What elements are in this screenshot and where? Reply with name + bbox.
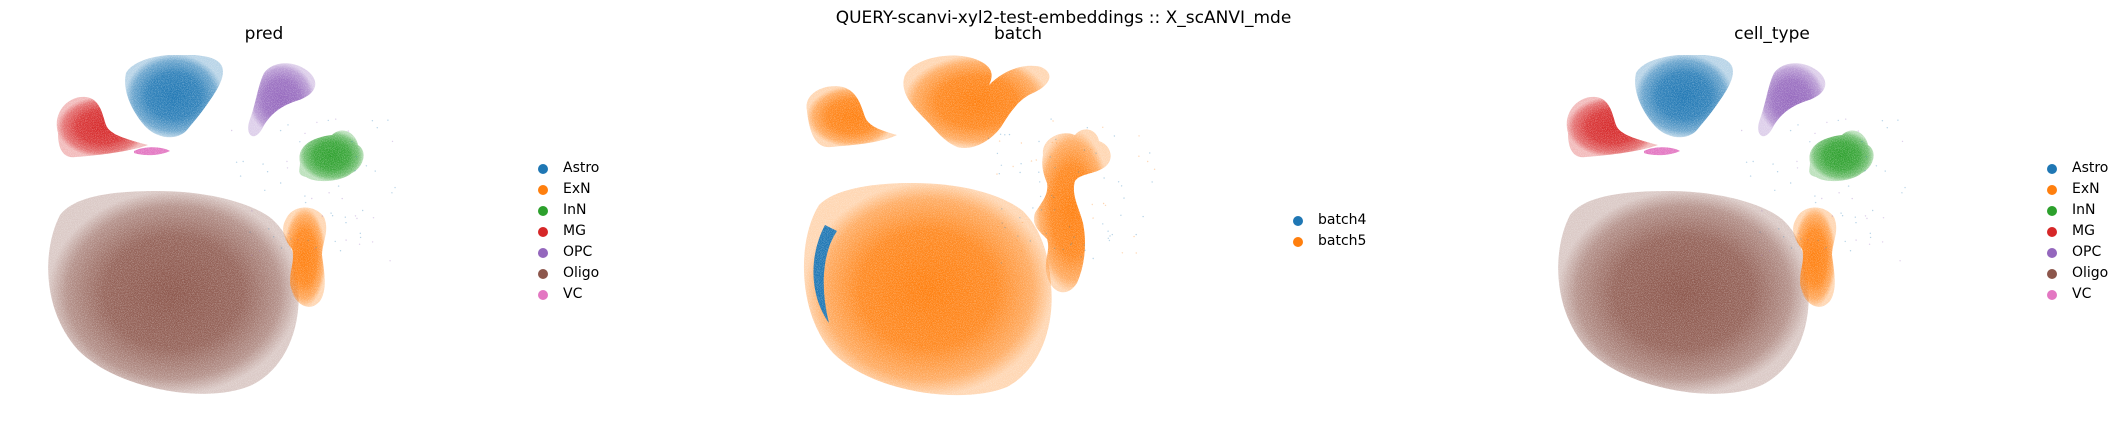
legend-label: batch5 [1318, 233, 1367, 249]
legend-label: Astro [2072, 160, 2109, 176]
legend-item: batch4 [1293, 210, 1366, 231]
legend-label: ExN [2072, 181, 2100, 197]
legend-item: Astro [2047, 158, 2108, 179]
legend-marker [2047, 226, 2057, 237]
legend-marker [538, 226, 548, 237]
legend-marker [2047, 289, 2057, 300]
legend-item: VC [2047, 284, 2108, 305]
scatter-plot-batch [785, 55, 1275, 405]
legend-marker [2047, 205, 2057, 216]
legend-label: batch4 [1318, 212, 1367, 228]
legend-label: OPC [2072, 244, 2102, 260]
legend-marker [538, 268, 548, 279]
legend-item: VC [538, 284, 599, 305]
legend-label: Oligo [2072, 265, 2109, 281]
legend-label: VC [2072, 286, 2092, 302]
legend-item: MG [2047, 221, 2108, 242]
point-density-texture [30, 55, 520, 405]
legend-marker [2047, 247, 2057, 258]
legend-label: MG [2072, 223, 2095, 239]
legend-item: ExN [538, 179, 599, 200]
legend-item: Oligo [2047, 263, 2108, 284]
legend-marker [538, 163, 548, 174]
panel-title-cell-type: cell_type [1734, 24, 1810, 44]
figure-suptitle: QUERY-scanvi-xyl2-test-embeddings :: X_s… [835, 8, 1292, 28]
legend-pred: Astro ExN InN MG OPC Oligo VC [538, 158, 599, 305]
legend-marker [538, 184, 548, 195]
point-density-texture [785, 55, 1275, 405]
legend-marker [538, 289, 548, 300]
legend-item: OPC [2047, 242, 2108, 263]
legend-label: OPC [563, 244, 593, 260]
legend-item: InN [538, 200, 599, 221]
legend-item: MG [538, 221, 599, 242]
legend-label: Astro [563, 160, 600, 176]
legend-item: batch5 [1293, 231, 1366, 252]
legend-batch: batch4 batch5 [1293, 210, 1366, 252]
legend-label: InN [2072, 202, 2096, 218]
legend-marker [538, 205, 548, 216]
legend-label: InN [563, 202, 587, 218]
point-density-texture [1540, 55, 2030, 405]
legend-marker [2047, 268, 2057, 279]
legend-marker [2047, 184, 2057, 195]
legend-cell-type: Astro ExN InN MG OPC Oligo VC [2047, 158, 2108, 305]
legend-label: MG [563, 223, 586, 239]
scatter-plot-pred [30, 55, 520, 405]
legend-label: ExN [563, 181, 591, 197]
legend-label: VC [563, 286, 583, 302]
legend-item: OPC [538, 242, 599, 263]
panel-title-pred: pred [244, 24, 284, 44]
legend-marker [538, 247, 548, 258]
legend-label: Oligo [563, 265, 600, 281]
legend-marker [1293, 215, 1303, 226]
legend-item: ExN [2047, 179, 2108, 200]
legend-marker [2047, 163, 2057, 174]
panel-title-batch: batch [994, 24, 1042, 44]
legend-item: Oligo [538, 263, 599, 284]
legend-item: Astro [538, 158, 599, 179]
scatter-plot-cell-type [1540, 55, 2030, 405]
legend-marker [1293, 236, 1303, 247]
legend-item: InN [2047, 200, 2108, 221]
